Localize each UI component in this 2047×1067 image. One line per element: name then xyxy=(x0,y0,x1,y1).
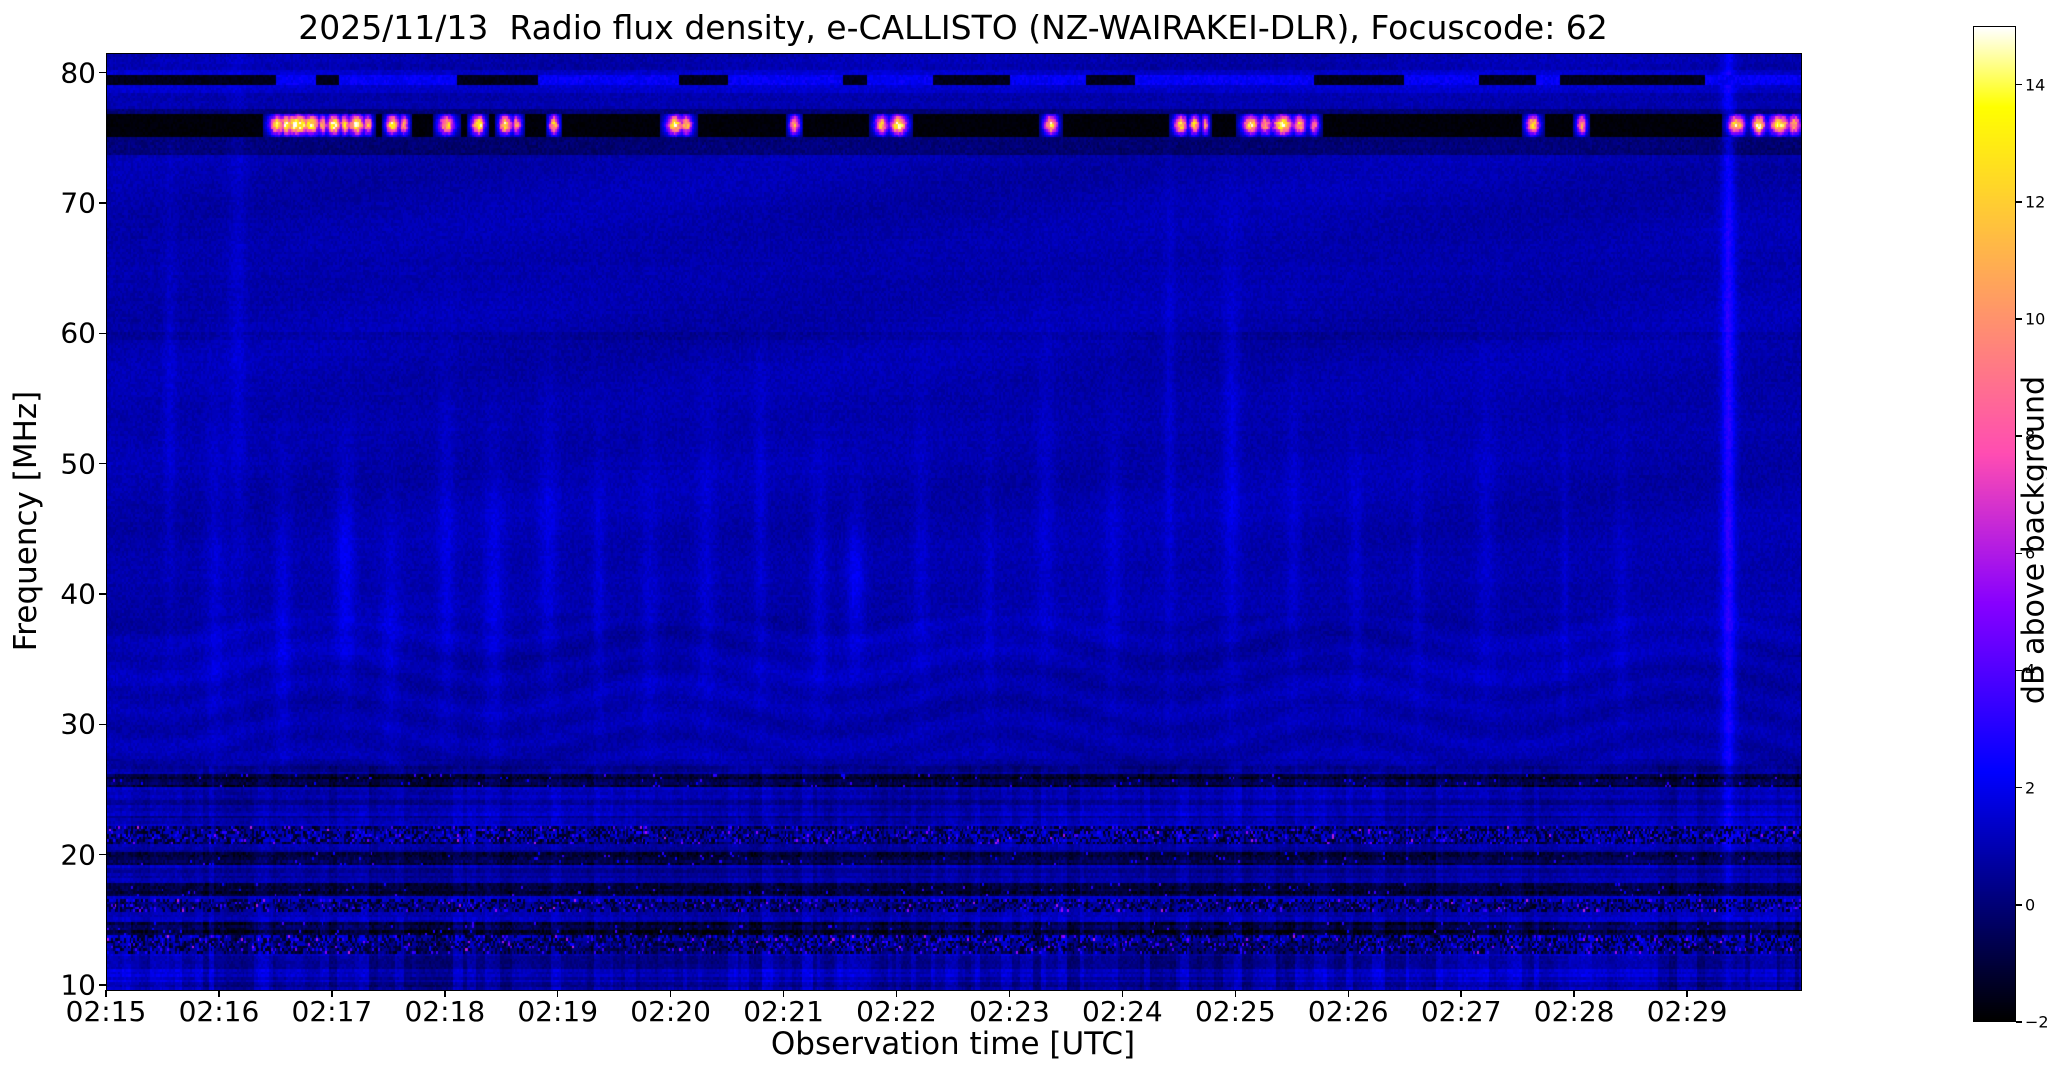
colorbar-tick xyxy=(2016,83,2022,86)
y-axis-label: Frequency [MHz] xyxy=(8,390,44,652)
colorbar xyxy=(1973,26,2016,1022)
x-tick-label: 02:17 xyxy=(291,995,373,1028)
x-tick-label: 02:16 xyxy=(178,995,260,1028)
x-tick-label: 02:23 xyxy=(969,995,1050,1028)
x-tick xyxy=(331,990,333,997)
colorbar-tick-label: 4 xyxy=(2025,660,2036,680)
y-tick xyxy=(99,462,106,465)
x-tick-label: 02:24 xyxy=(1082,995,1163,1028)
colorbar-tick xyxy=(2016,669,2022,672)
y-tick xyxy=(99,723,106,726)
x-tick-label: 02:22 xyxy=(856,995,937,1028)
x-axis-label: Observation time [UTC] xyxy=(770,1026,1136,1062)
x-tick xyxy=(669,990,672,997)
y-tick-label: 70 xyxy=(60,186,96,220)
x-tick xyxy=(1573,990,1575,997)
x-tick-label: 02:29 xyxy=(1646,995,1728,1028)
x-tick xyxy=(218,990,220,997)
colorbar-tick-label: 14 xyxy=(2025,75,2046,95)
x-tick-label: 02:26 xyxy=(1307,995,1389,1028)
y-tick xyxy=(99,332,106,335)
y-tick-label: 80 xyxy=(60,56,96,90)
y-tick-label: 50 xyxy=(60,447,96,481)
chart-title: 2025/11/13 Radio flux density, e-CALLIST… xyxy=(298,8,1608,47)
x-tick xyxy=(895,990,898,997)
colorbar-tick xyxy=(2016,904,2022,906)
x-tick-label: 02:25 xyxy=(1194,995,1276,1028)
x-tick xyxy=(1460,990,1462,997)
x-tick xyxy=(1234,990,1237,997)
y-tick xyxy=(99,71,106,74)
x-tick-label: 02:15 xyxy=(65,995,147,1028)
y-tick-label: 60 xyxy=(60,316,96,350)
x-tick xyxy=(105,990,107,997)
spectrogram-canvas xyxy=(107,54,1801,990)
spectrogram-plot xyxy=(106,53,1802,991)
y-tick-label: 40 xyxy=(60,577,96,611)
colorbar-tick xyxy=(2016,435,2022,437)
colorbar-tick xyxy=(2016,201,2022,203)
x-tick xyxy=(1008,990,1011,997)
colorbar-tick xyxy=(2016,318,2022,320)
x-tick-label: 02:19 xyxy=(517,995,599,1028)
colorbar-tick-label: 2 xyxy=(2025,778,2036,798)
x-tick-label: 02:20 xyxy=(630,995,711,1028)
colorbar-label: dB above background xyxy=(2016,375,2047,705)
colorbar-tick-label: −2 xyxy=(2025,1012,2047,1032)
colorbar-gradient xyxy=(1974,27,2015,1021)
x-tick-label: 02:27 xyxy=(1420,995,1502,1028)
x-tick xyxy=(556,990,559,997)
y-tick-label: 20 xyxy=(60,838,96,872)
x-tick-label: 02:18 xyxy=(404,995,486,1028)
colorbar-tick-label: 8 xyxy=(2025,426,2036,446)
y-tick xyxy=(99,853,106,856)
x-tick xyxy=(1121,990,1124,997)
x-tick xyxy=(1347,990,1350,997)
x-tick xyxy=(782,990,785,997)
colorbar-tick-label: 12 xyxy=(2025,192,2046,212)
colorbar-tick-label: 6 xyxy=(2025,543,2036,563)
y-tick xyxy=(99,202,106,204)
y-tick-label: 10 xyxy=(60,968,96,1002)
x-tick-label: 02:28 xyxy=(1533,995,1615,1028)
y-tick xyxy=(99,984,106,986)
colorbar-tick xyxy=(2016,786,2022,789)
y-tick-label: 30 xyxy=(60,707,96,741)
colorbar-tick xyxy=(2016,552,2022,555)
colorbar-tick-label: 0 xyxy=(2025,895,2036,915)
y-tick xyxy=(99,593,106,595)
colorbar-tick-label: 10 xyxy=(2025,309,2046,329)
x-tick xyxy=(444,990,446,997)
colorbar-tick xyxy=(2016,1021,2022,1023)
x-tick xyxy=(1686,990,1688,997)
x-tick-label: 02:21 xyxy=(743,995,824,1028)
